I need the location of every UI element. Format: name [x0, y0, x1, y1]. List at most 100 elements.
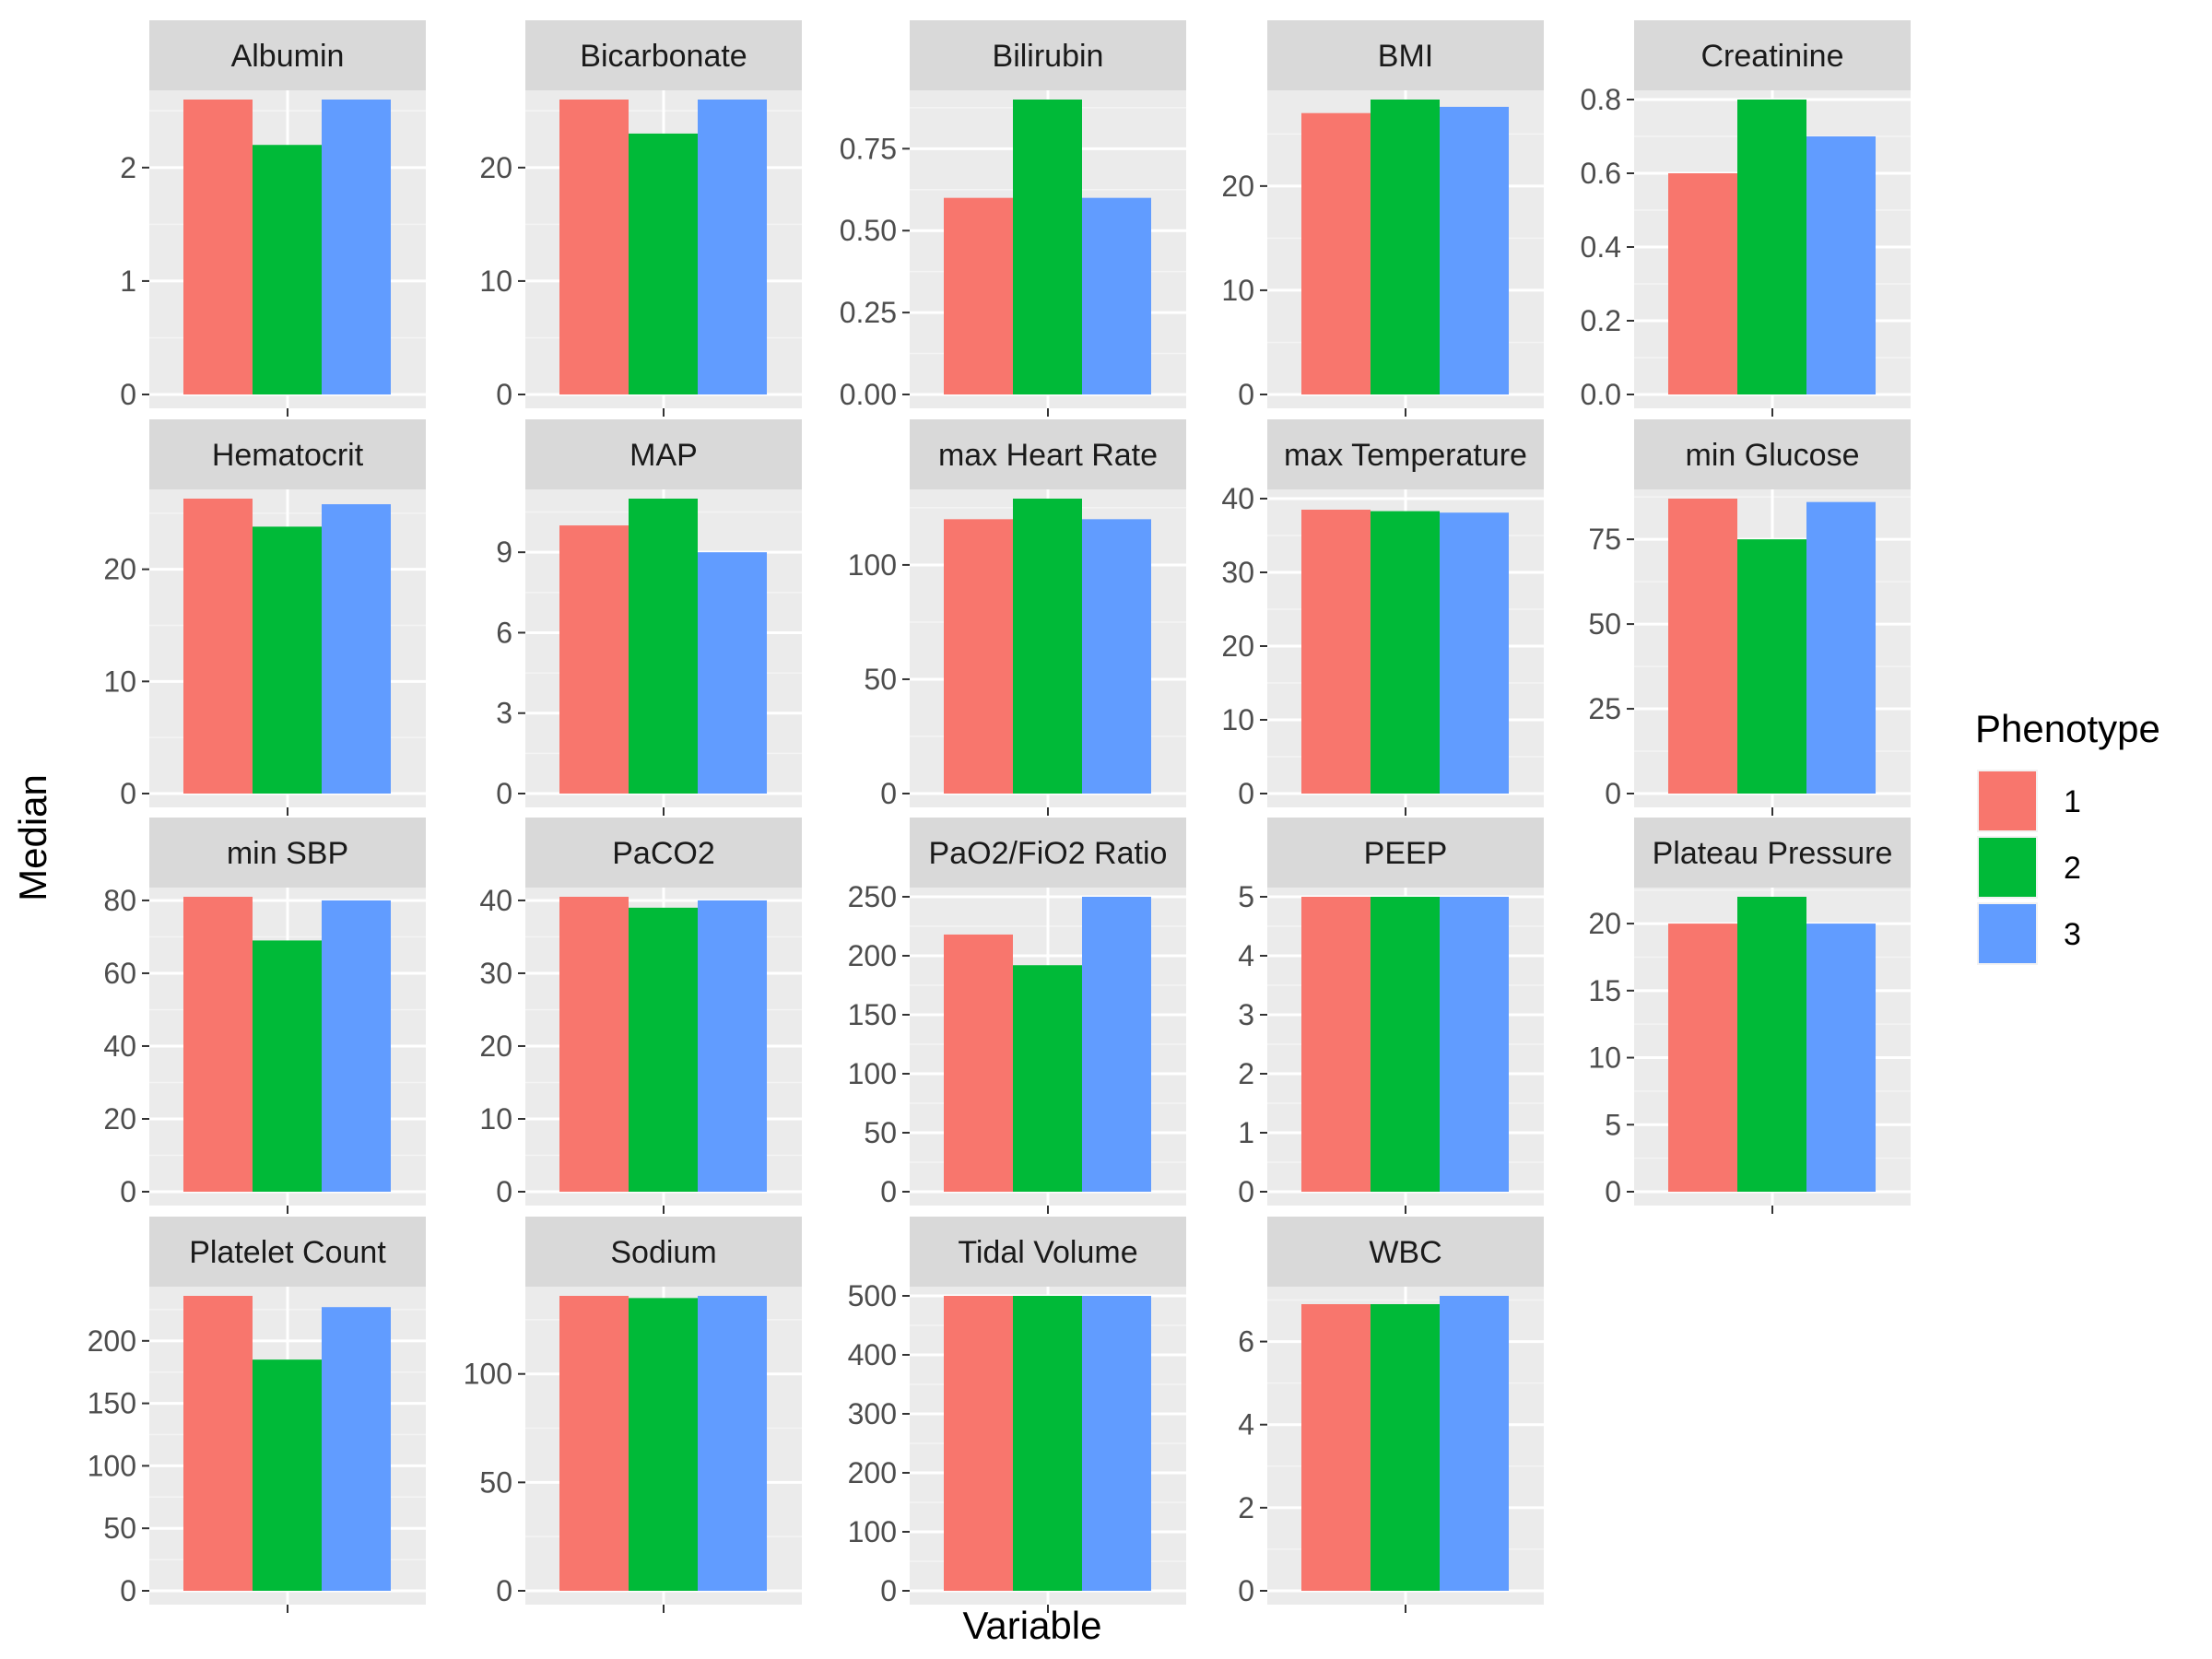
y-tick-label: 6	[1238, 1325, 1254, 1359]
y-tick-label: 150	[848, 998, 897, 1031]
bar-sodium-phenotype-1	[559, 1296, 629, 1591]
facet-creatinine: Creatinine 0.0 0.2 0.4 0.6 0.8	[1581, 20, 1911, 417]
y-tick-label: 0	[1605, 777, 1621, 810]
y-tick-label: 0.0	[1581, 378, 1621, 411]
facet-strip	[910, 818, 1186, 888]
y-tick-label: 200	[848, 939, 897, 972]
bar-tidal-volume-phenotype-1	[944, 1296, 1013, 1591]
y-tick-label: 0	[880, 777, 897, 810]
bar-tidal-volume-phenotype-3	[1082, 1296, 1151, 1591]
y-tick-label: 0	[496, 378, 512, 411]
y-tick-label: 0	[120, 378, 136, 411]
facet-title: Hematocrit	[212, 438, 364, 473]
bar-hematocrit-phenotype-2	[253, 526, 322, 794]
facet-title: Plateau Pressure	[1653, 836, 1893, 871]
facet-title: Creatinine	[1701, 39, 1844, 74]
facet-max-temperature: max Temperature 0 10 20 30 40	[1221, 419, 1544, 816]
bar-min-sbp-phenotype-2	[253, 940, 322, 1192]
y-tick-label: 10	[1588, 1041, 1621, 1075]
facet-title: max Heart Rate	[938, 438, 1158, 473]
bar-peep-phenotype-2	[1371, 897, 1440, 1192]
bar-plateau-pressure-phenotype-2	[1737, 897, 1806, 1192]
y-tick-label: 0.50	[840, 214, 897, 247]
facet-title: Bicarbonate	[580, 39, 747, 74]
y-tick-label: 5	[1238, 880, 1254, 913]
bar-bicarbonate-phenotype-2	[629, 133, 698, 394]
facet-strip	[1267, 818, 1544, 888]
y-tick-label: 400	[848, 1338, 897, 1371]
y-tick-label: 30	[479, 957, 512, 990]
bar-albumin-phenotype-3	[322, 100, 391, 394]
bar-creatinine-phenotype-1	[1668, 173, 1737, 394]
facet-strip	[149, 20, 426, 90]
y-tick-label: 0	[496, 1574, 512, 1607]
bar-sodium-phenotype-2	[629, 1298, 698, 1591]
y-tick-label: 2	[1238, 1491, 1254, 1524]
bar-max-temperature-phenotype-2	[1371, 511, 1440, 794]
y-tick-label: 40	[103, 1030, 136, 1063]
bar-min-sbp-phenotype-3	[322, 900, 391, 1192]
bar-platelet-count-phenotype-3	[322, 1307, 391, 1591]
facet-bmi: BMI 0 10 20	[1221, 20, 1544, 417]
facet-strip	[149, 419, 426, 489]
y-tick-label: 9	[496, 535, 512, 569]
facet-strip	[525, 419, 802, 489]
bar-bilirubin-phenotype-1	[944, 197, 1013, 394]
facet-bicarbonate: Bicarbonate 0 10 20	[479, 20, 802, 417]
facet-albumin: Albumin 0 1 2	[120, 20, 426, 417]
facet-title: MAP	[629, 438, 698, 473]
facet-title: WBC	[1369, 1235, 1441, 1270]
y-tick-label: 50	[1588, 607, 1621, 641]
bar-creatinine-phenotype-3	[1806, 136, 1876, 394]
bar-pao2-fio2-ratio-phenotype-1	[944, 934, 1013, 1192]
y-tick-label: 250	[848, 880, 897, 913]
facet-strip	[1634, 818, 1911, 888]
legend-title: Phenotype	[1975, 707, 2160, 750]
bar-hematocrit-phenotype-1	[183, 499, 253, 794]
y-tick-label: 10	[1221, 274, 1254, 307]
y-tick-label: 300	[848, 1397, 897, 1430]
y-tick-label: 0.8	[1581, 83, 1621, 116]
y-tick-label: 0	[1238, 378, 1254, 411]
y-tick-label: 75	[1588, 523, 1621, 556]
y-tick-label: 0	[1238, 777, 1254, 810]
facet-title: Tidal Volume	[958, 1235, 1137, 1270]
facet-map: MAP 0 3 6 9	[496, 419, 802, 816]
bar-bmi-phenotype-1	[1301, 112, 1371, 394]
facet-strip	[1634, 20, 1911, 90]
bar-peep-phenotype-1	[1301, 897, 1371, 1192]
y-tick-label: 20	[1221, 170, 1254, 203]
bar-min-glucose-phenotype-2	[1737, 539, 1806, 794]
bar-plateau-pressure-phenotype-3	[1806, 924, 1876, 1192]
bar-plateau-pressure-phenotype-1	[1668, 924, 1737, 1192]
facet-strip	[910, 419, 1186, 489]
facet-wbc: WBC 0 2 4 6	[1238, 1217, 1544, 1613]
bar-paco2-phenotype-3	[698, 900, 767, 1192]
y-tick-label: 50	[864, 663, 897, 696]
bar-hematocrit-phenotype-3	[322, 504, 391, 794]
y-tick-label: 2	[120, 151, 136, 184]
y-tick-label: 200	[848, 1456, 897, 1489]
y-tick-label: 40	[479, 884, 512, 917]
y-tick-label: 20	[479, 151, 512, 184]
y-tick-label: 10	[103, 665, 136, 698]
legend: Phenotype 1 2 3	[1975, 707, 2160, 965]
facet-strip	[525, 20, 802, 90]
bar-tidal-volume-phenotype-2	[1013, 1296, 1082, 1591]
y-tick-label: 5	[1605, 1108, 1621, 1141]
y-tick-label: 100	[848, 548, 897, 582]
facet-title: Sodium	[610, 1235, 716, 1270]
facet-title: PaO2/FiO2 Ratio	[929, 836, 1168, 871]
y-tick-label: 0	[880, 1175, 897, 1208]
bar-bilirubin-phenotype-2	[1013, 100, 1082, 394]
bar-albumin-phenotype-1	[183, 100, 253, 394]
y-tick-label: 10	[1221, 703, 1254, 736]
y-tick-label: 0	[1605, 1175, 1621, 1208]
bar-min-glucose-phenotype-1	[1668, 499, 1737, 794]
facet-title: min SBP	[227, 836, 348, 871]
bar-wbc-phenotype-2	[1371, 1304, 1440, 1591]
y-tick-label: 20	[479, 1030, 512, 1063]
y-axis-title: Median	[11, 774, 54, 901]
y-tick-label: 0	[880, 1574, 897, 1607]
